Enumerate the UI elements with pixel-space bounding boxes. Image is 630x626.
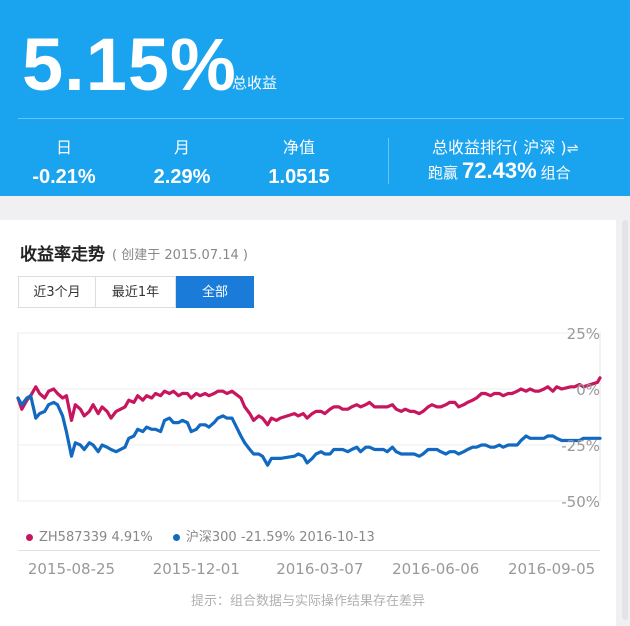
summary-header: 5.15% 总收益 日 -0.21% 月 2.29% 净值 1.0515 总收益… xyxy=(0,0,630,196)
tab-3-months[interactable]: 近3个月 xyxy=(18,276,96,308)
rank-line: 跑赢 72.43% 组合 xyxy=(428,158,571,184)
tab-1-year[interactable]: 最近1年 xyxy=(96,276,176,308)
chart-bottom-divider xyxy=(18,550,600,551)
rank-percent: 72.43% xyxy=(462,158,537,183)
legend-index[interactable]: 沪深300 -21.59% 2016-10-13 xyxy=(172,530,375,545)
rank-market-text: ( 沪深 ) xyxy=(512,138,567,157)
rank-prefix: 跑赢 xyxy=(428,164,459,182)
rank-suffix: 组合 xyxy=(540,164,571,182)
stat-nav: 净值 1.0515 xyxy=(254,138,344,190)
total-return-label: 总收益 xyxy=(232,74,278,92)
stat-day-value: -0.21% xyxy=(32,166,96,188)
stat-nav-label: 净值 xyxy=(282,138,315,157)
trend-created-date: ( 创建于 2015.07.14 ) xyxy=(112,248,248,263)
legend-index-text: 沪深300 -21.59% 2016-10-13 xyxy=(185,530,375,545)
range-tabs: 近3个月 最近1年 全部 xyxy=(18,276,254,308)
chart-legend: ZH587339 4.91% 沪深300 -21.59% 2016-10-13 xyxy=(26,526,391,545)
legend-index-dot xyxy=(172,534,180,541)
legend-portfolio-text: ZH587339 4.91% xyxy=(39,530,153,545)
stat-day-label: 日 xyxy=(55,138,72,157)
header-divider xyxy=(18,118,624,119)
stat-month-label: 月 xyxy=(173,138,190,157)
stat-day: 日 -0.21% xyxy=(24,138,104,190)
rank-title-text: 总收益排行 xyxy=(432,138,513,157)
trend-title: 收益率走势 xyxy=(20,245,105,265)
stat-month-value: 2.29% xyxy=(153,166,211,188)
stat-month: 月 2.29% xyxy=(142,138,222,190)
stat-nav-value: 1.0515 xyxy=(268,166,330,188)
swap-arrows-icon[interactable]: ⇌ xyxy=(566,141,579,157)
footer-tip: 提示：组合数据与实际操作结果存在差异 xyxy=(190,594,425,609)
legend-portfolio[interactable]: ZH587339 4.91% xyxy=(26,530,153,545)
legend-portfolio-dot xyxy=(26,534,33,541)
stats-divider xyxy=(388,138,389,184)
total-return-value: 5.15% xyxy=(22,23,237,106)
scrollbar[interactable] xyxy=(622,220,628,620)
tab-all[interactable]: 全部 xyxy=(176,276,254,308)
rank-title[interactable]: 总收益排行( 沪深 )⇌ xyxy=(432,138,578,159)
